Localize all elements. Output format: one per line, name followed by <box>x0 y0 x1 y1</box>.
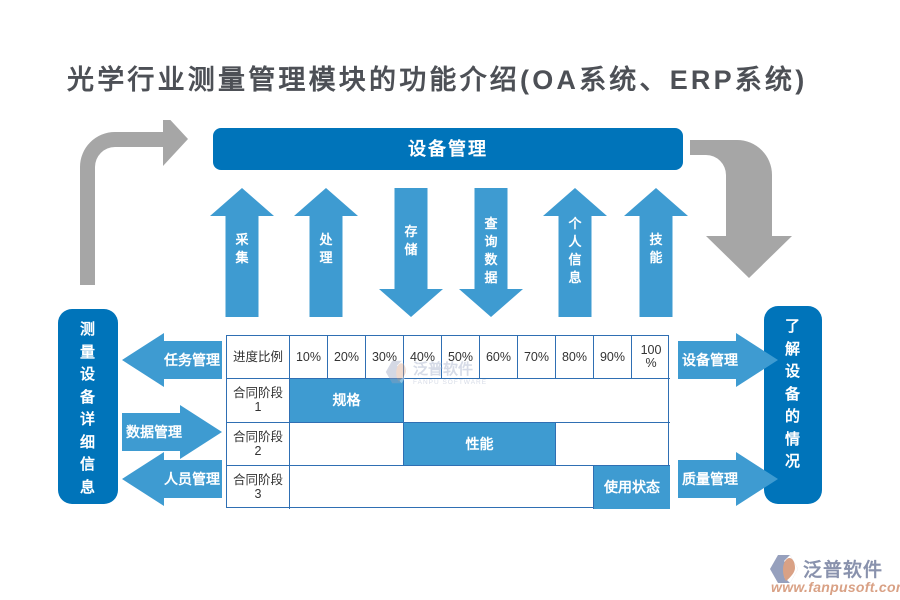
svg-text:质量管理: 质量管理 <box>682 471 738 487</box>
svg-text:数: 数 <box>484 252 498 267</box>
svg-text:处: 处 <box>318 232 333 247</box>
svg-text:人员管理: 人员管理 <box>164 471 220 487</box>
svg-text:查: 查 <box>483 216 498 231</box>
svg-text:集: 集 <box>234 250 249 265</box>
svg-text:数据管理: 数据管理 <box>126 424 182 440</box>
svg-text:人: 人 <box>568 234 582 249</box>
svg-text:任务管理: 任务管理 <box>163 352 220 368</box>
svg-text:理: 理 <box>319 250 332 265</box>
svg-text:采: 采 <box>234 232 249 247</box>
svg-text:能: 能 <box>649 250 662 265</box>
svg-text:据: 据 <box>484 270 497 285</box>
svg-text:储: 储 <box>403 242 417 257</box>
svg-text:设备管理: 设备管理 <box>682 352 738 368</box>
svg-text:个: 个 <box>567 216 582 231</box>
svg-text:息: 息 <box>568 270 581 285</box>
svg-text:技: 技 <box>649 232 663 247</box>
svg-text:信: 信 <box>568 252 581 267</box>
svg-text:询: 询 <box>484 234 497 249</box>
svg-text:存: 存 <box>404 224 417 239</box>
